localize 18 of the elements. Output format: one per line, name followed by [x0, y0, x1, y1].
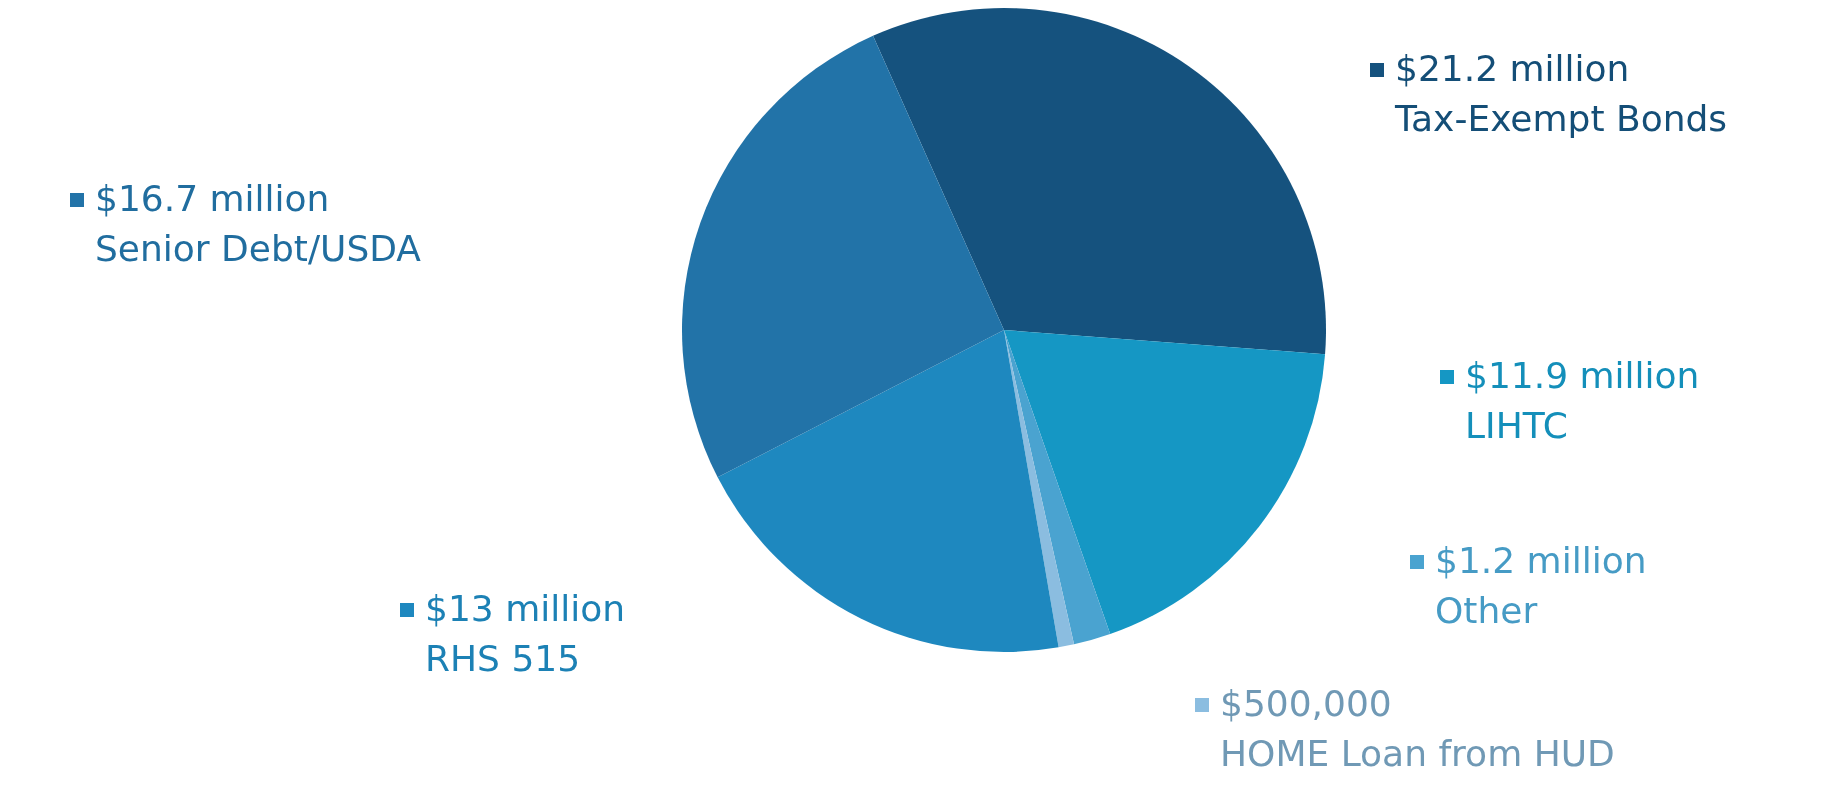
data-label: $16.7 million [95, 178, 330, 219]
legend-label: Tax-Exempt Bonds [1394, 98, 1728, 139]
data-label: $1.2 million [1435, 540, 1647, 581]
data-label: $13 million [425, 588, 626, 629]
pie-slice [1004, 330, 1326, 634]
legend-label: RHS 515 [425, 638, 581, 679]
pie-slice [873, 8, 1326, 355]
legend-label: Senior Debt/USDA [95, 228, 422, 269]
pie-slice [1004, 330, 1075, 648]
data-label: $500,000 [1220, 683, 1392, 724]
pie-slice [717, 330, 1059, 652]
data-label: $11.9 million [1465, 355, 1700, 396]
legend-label: LIHTC [1465, 405, 1568, 446]
pie-slice [682, 35, 1004, 478]
pie-slice [1004, 330, 1111, 645]
data-label: $21.2 million [1395, 48, 1630, 89]
legend-label: HOME Loan from HUD [1220, 733, 1615, 774]
legend-label: Other [1435, 590, 1538, 631]
